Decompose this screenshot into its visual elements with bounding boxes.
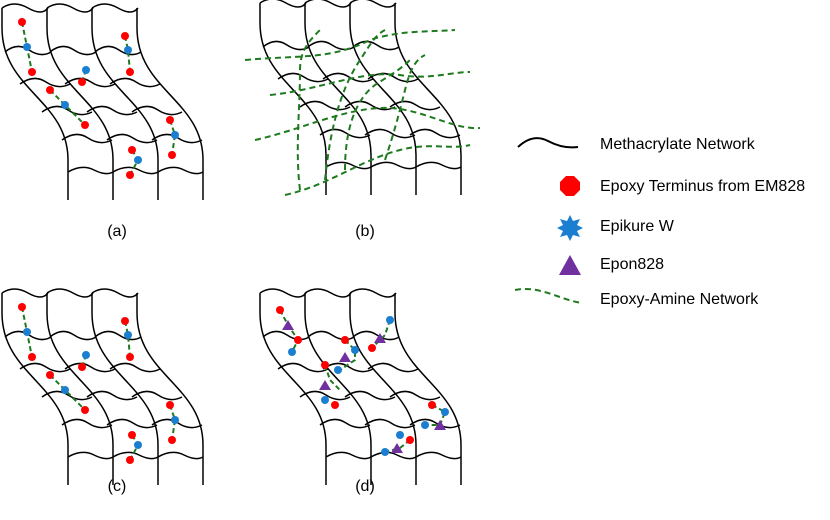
legend-label: Methacrylate Network [600, 136, 756, 153]
epoxy-amine-network [244, 29, 481, 196]
panel-label: (d) [355, 478, 375, 495]
legend-dashed [514, 288, 583, 304]
panel-label: (a) [107, 223, 127, 240]
legend-label: Epoxy-Amine Network [600, 291, 759, 308]
legend-label: Epon828 [600, 256, 664, 273]
legend-label: Epikure W [600, 218, 675, 235]
methacrylate-network [1, 288, 204, 486]
epoxy-chains [17, 302, 180, 465]
panel-label: (c) [108, 478, 127, 495]
epoxy-chains [276, 306, 449, 456]
legend-line [517, 137, 579, 149]
legend-star [557, 215, 583, 241]
legend-triangle [559, 255, 581, 275]
legend-octagon [560, 176, 580, 196]
legend: Methacrylate Network Epoxy Terminus from… [514, 136, 805, 308]
panel-label: (b) [355, 223, 375, 240]
epoxy-chains [17, 17, 180, 180]
methacrylate-network [259, 288, 462, 486]
legend-label: Epoxy Terminus from EM828 [600, 178, 805, 195]
methacrylate-network [1, 3, 204, 201]
